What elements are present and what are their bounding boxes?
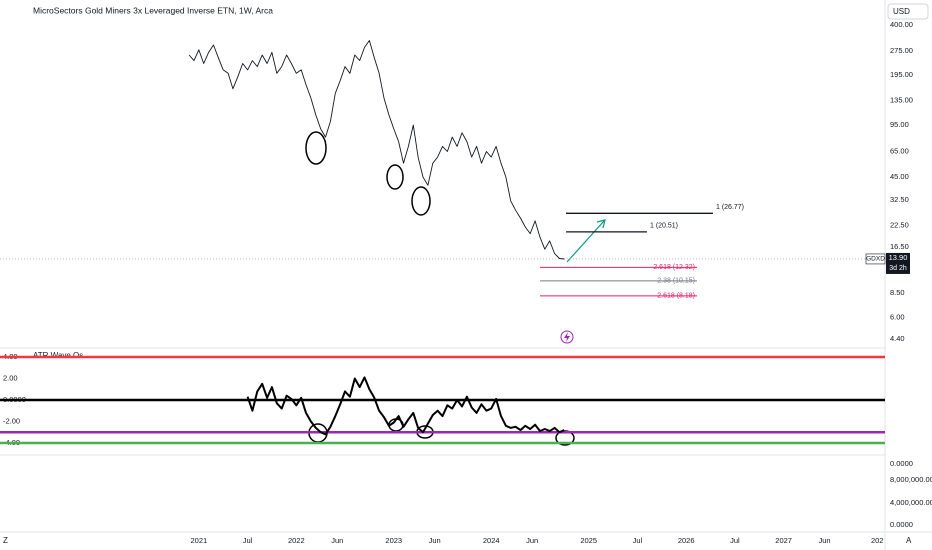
y-tick-label: 4.40 xyxy=(890,334,905,343)
y-tick-label: 8,000,000.00 xyxy=(890,475,932,484)
y-tick-label: 16.50 xyxy=(890,242,909,251)
y-tick-label: 2.00 xyxy=(3,373,18,382)
y-tick-label: 95.00 xyxy=(890,120,909,129)
y-tick-label: 32.50 xyxy=(890,195,909,204)
last-price-label: 13.90 xyxy=(889,253,908,262)
x-tick-label: 2025 xyxy=(580,536,597,545)
y-tick-label: 6.00 xyxy=(890,312,905,321)
arrow-head xyxy=(596,219,606,229)
y-tick-label: 65.00 xyxy=(890,147,909,156)
price-line xyxy=(188,40,565,260)
indicator-title: ATR Wave Os xyxy=(33,351,83,360)
y-tick-label: 22.50 xyxy=(890,220,909,229)
y-tick-label: 0.0000 xyxy=(890,459,913,468)
y-tick-label: 275.00 xyxy=(890,46,913,55)
symbol-label: GDXD xyxy=(866,256,885,263)
x-tick-label: Jun xyxy=(526,536,538,545)
x-tick-label: Jul xyxy=(633,536,643,545)
x-tick-label: 2021 xyxy=(190,536,207,545)
x-tick-label: Jul xyxy=(730,536,740,545)
y-tick-label: 400.00 xyxy=(890,20,913,29)
event-icon-bolt xyxy=(564,332,570,342)
y-tick-label: 195.00 xyxy=(890,70,913,79)
x-tick-label: 2024 xyxy=(483,536,500,545)
y-tick-label: -2.00 xyxy=(3,416,20,425)
x-tick-label: 2027 xyxy=(775,536,792,545)
auto-scale-icon[interactable]: A xyxy=(906,536,912,545)
fib-label: 2.618 (8.18) xyxy=(657,293,695,300)
x-tick-label: 2023 xyxy=(385,536,402,545)
last-price-tag xyxy=(886,252,910,274)
x-tick-label: Jul xyxy=(243,536,253,545)
x-tick-label: Jun xyxy=(819,536,831,545)
circle-drawing xyxy=(411,186,431,216)
x-tick-label: 202 xyxy=(871,536,884,545)
y-tick-label: 4,000,000.00 xyxy=(890,498,932,507)
y-tick-label: 45.00 xyxy=(890,172,909,181)
arrow-drawing xyxy=(566,220,605,263)
fib-label: 1 (26.77) xyxy=(716,204,744,211)
x-tick-label: 2026 xyxy=(678,536,695,545)
x-tick-label: Jun xyxy=(331,536,343,545)
y-tick-label: 0.0000 xyxy=(890,520,913,529)
timezone-icon[interactable]: Z xyxy=(3,536,8,545)
circle-drawing xyxy=(305,131,327,165)
currency[interactable]: USD xyxy=(893,7,910,16)
x-tick-label: Jun xyxy=(429,536,441,545)
price-line xyxy=(246,376,565,436)
chart-title: MicroSectors Gold Miners 3x Leveraged In… xyxy=(33,5,273,15)
symbol-tag xyxy=(865,253,886,265)
countdown-label: 3d 2h xyxy=(889,265,907,272)
fib-label: 1 (20.51) xyxy=(650,223,678,230)
fib-label: 2.38 (10.15) xyxy=(657,278,695,285)
y-tick-label: 8.50 xyxy=(890,288,905,297)
y-tick-label: 135.00 xyxy=(890,96,913,105)
x-tick-label: 2022 xyxy=(288,536,305,545)
fib-label: 2.618 (12.32) xyxy=(653,264,695,271)
currency-button[interactable] xyxy=(887,3,929,20)
circle-drawing xyxy=(386,164,404,190)
